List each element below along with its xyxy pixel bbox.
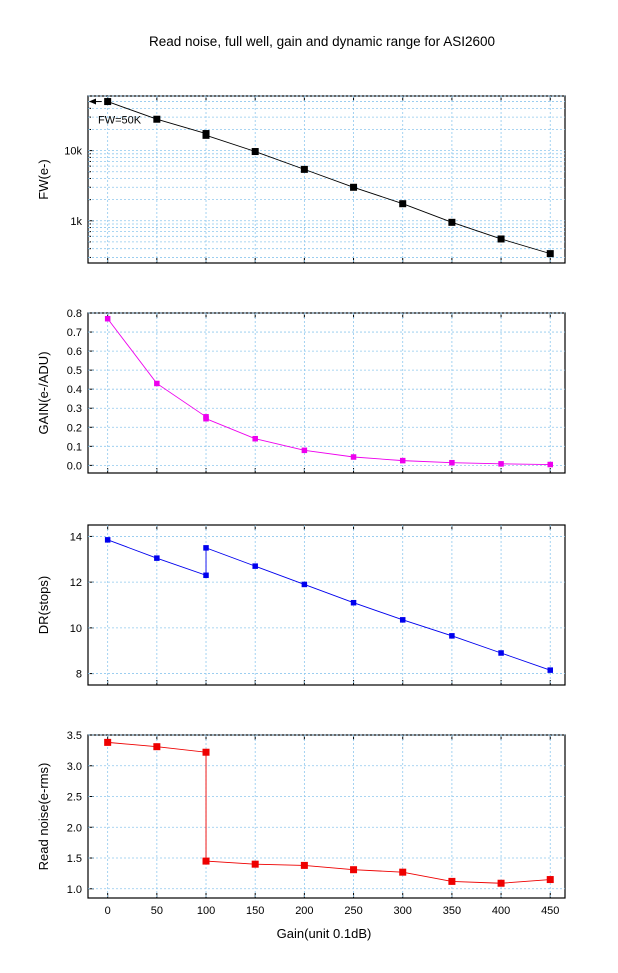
x-tick-label: 350 (443, 905, 461, 917)
x-tick-label: 400 (492, 905, 510, 917)
chart-series (89, 98, 554, 887)
data-point-rn (497, 879, 505, 887)
chart-title: Read noise, full well, gain and dynamic … (149, 34, 495, 49)
y-axis-label: DR(stops) (36, 576, 51, 635)
y-tick-label: 2.0 (67, 822, 82, 834)
series-line-rn (107, 741, 551, 884)
data-point-gain (399, 457, 406, 464)
y-tick-label: 12 (70, 577, 82, 589)
data-point-dr (350, 599, 357, 606)
y-axis-label: GAIN(e-/ADU) (36, 351, 51, 434)
y-tick-label: 0.0 (67, 460, 82, 472)
annotation-arrowhead (89, 98, 96, 105)
data-point-rn (546, 876, 554, 884)
y-tick-label: 3.5 (67, 730, 82, 742)
data-point-dr (203, 545, 209, 551)
data-point-rn (399, 868, 407, 876)
panel-frame (87, 312, 566, 474)
data-point-dr (104, 537, 111, 543)
y-tick-label: 0.1 (67, 441, 82, 453)
data-point-rn (448, 877, 456, 885)
panel-frame (87, 524, 566, 686)
annotation-label: FW=50K (98, 115, 142, 127)
data-point-gain (547, 461, 553, 468)
data-point-dr (498, 650, 504, 656)
chart-frames (87, 95, 566, 899)
y-tick-label: 1.5 (67, 853, 82, 865)
y-tick-label: 0.3 (67, 403, 82, 415)
y-tick-label: 10 (70, 623, 82, 635)
y-tick-label: 0.6 (67, 346, 82, 358)
data-point-gain (350, 454, 357, 460)
data-point-fw (251, 148, 259, 156)
x-tick-label: 300 (394, 905, 412, 917)
data-point-dr (203, 572, 209, 579)
y-tick-label: 0.5 (67, 365, 82, 377)
y-tick-label: 3.0 (67, 761, 82, 773)
data-point-gain (252, 435, 258, 442)
y-tick-label: 1.0 (67, 884, 82, 896)
data-point-fw (350, 183, 358, 191)
data-point-gain (104, 315, 111, 322)
data-point-dr (252, 563, 258, 569)
series-line-dr (107, 539, 551, 671)
x-tick-label: 0 (105, 905, 111, 917)
data-point-fw (300, 165, 308, 173)
data-point-gain (203, 415, 209, 422)
data-point-rn (300, 861, 308, 869)
series-line-fw (107, 101, 551, 255)
x-tick-label: 100 (197, 905, 215, 917)
data-point-gain (154, 380, 160, 387)
y-tick-label: 8 (76, 669, 82, 681)
y-axis-label: FW(e-) (36, 159, 51, 199)
panel-frame (87, 734, 566, 899)
chart-gridlines (88, 95, 565, 898)
chart-text: 1k 10k FW(e-) FW=50K 0.0 0.1 0.2 0.3 0.4 0.5 0.6 0.… (36, 115, 559, 917)
data-point-dr (154, 555, 160, 561)
panel-frame (87, 95, 566, 264)
data-point-fw (448, 218, 456, 226)
data-point-fw (399, 200, 407, 208)
data-point-fw (104, 98, 112, 106)
y-tick-label: 10k (64, 146, 82, 158)
y-tick-label: 0.2 (67, 422, 82, 434)
data-point-gain (498, 461, 504, 467)
x-tick-label: 200 (295, 905, 313, 917)
x-tick-label: 50 (151, 905, 163, 917)
y-tick-label: 1k (70, 216, 82, 228)
y-tick-label: 0.7 (67, 327, 82, 339)
data-point-fw (546, 250, 554, 258)
data-point-rn (153, 743, 161, 751)
y-tick-label: 14 (70, 531, 82, 543)
data-point-gain (449, 459, 455, 466)
data-point-rn (104, 738, 112, 746)
data-point-rn (202, 857, 210, 865)
data-point-dr (449, 633, 455, 639)
y-axis-label: Read noise(e-rms) (36, 763, 51, 871)
x-tick-label: 450 (541, 905, 559, 917)
data-point-dr (547, 667, 553, 673)
x-tick-label: 150 (246, 905, 264, 917)
data-point-fw (202, 131, 210, 139)
data-point-dr (301, 581, 308, 588)
x-tick-label: 250 (344, 905, 362, 917)
data-point-rn (251, 860, 259, 868)
series-line-gain (107, 318, 551, 465)
data-point-fw (497, 235, 505, 243)
data-point-dr (399, 617, 406, 623)
data-point-rn (350, 866, 358, 874)
x-axis-label: Gain(unit 0.1dB) (277, 926, 372, 941)
y-tick-label: 0.4 (67, 384, 82, 396)
data-point-gain (301, 447, 308, 454)
data-point-rn (202, 748, 210, 756)
y-tick-label: 0.8 (67, 308, 82, 320)
y-tick-label: 2.5 (67, 792, 82, 804)
data-point-fw (153, 115, 161, 123)
